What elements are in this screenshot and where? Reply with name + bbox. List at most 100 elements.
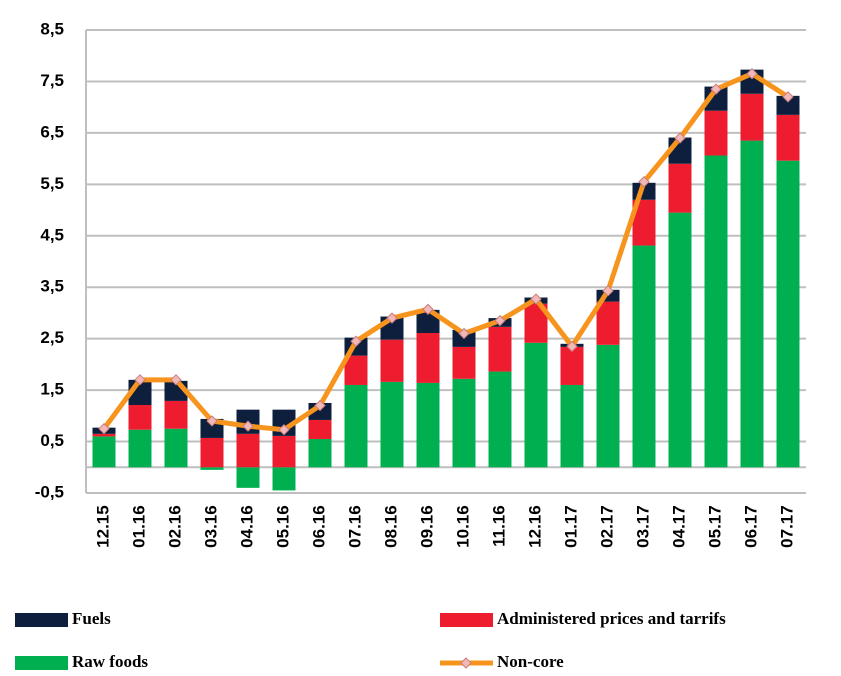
bar-segment — [92, 436, 116, 468]
bar-segment — [344, 384, 368, 468]
line-series — [101, 71, 790, 433]
bar-segment — [776, 95, 800, 115]
bar-segment — [380, 339, 404, 382]
x-tick-label: 09.16 — [417, 505, 436, 548]
bar-segment — [488, 371, 512, 468]
line-marker — [674, 132, 686, 144]
bar-segment — [92, 433, 116, 437]
x-tick-label: 07.16 — [345, 505, 364, 548]
y-tick-label: 2,5 — [40, 328, 64, 347]
line-marker — [710, 83, 722, 95]
line-marker — [494, 314, 506, 327]
bar-segment — [236, 433, 260, 468]
line-marker — [602, 285, 614, 297]
bar-segment — [308, 438, 332, 468]
bar-segment — [740, 93, 764, 141]
line-marker — [530, 293, 542, 305]
x-tick-label: 03.16 — [201, 505, 220, 548]
x-tick-label: 12.16 — [525, 505, 544, 548]
bar-segment — [452, 346, 476, 379]
line-marker — [350, 335, 362, 347]
x-tick-label: 02.17 — [597, 505, 616, 548]
bar-segment — [776, 160, 800, 468]
y-tick-label: 6,5 — [40, 122, 64, 141]
legend-label: Non-core — [497, 652, 564, 671]
bar-segment — [668, 212, 692, 468]
bar-segment — [524, 303, 548, 343]
bar-segment — [524, 342, 548, 468]
line-marker — [314, 399, 326, 412]
x-tick-label: 05.17 — [705, 505, 724, 548]
bar-segment — [740, 140, 764, 468]
bar-segment — [632, 245, 656, 468]
bar-segment — [416, 333, 440, 383]
line-marker — [746, 68, 758, 80]
bar-segment — [308, 419, 332, 439]
bar-segment — [416, 382, 440, 468]
bar-segment — [200, 467, 224, 470]
x-tick-label: 01.16 — [129, 505, 148, 548]
x-tick-label: 02.16 — [165, 505, 184, 548]
line-marker — [566, 340, 578, 353]
bar-segment — [380, 381, 404, 468]
bar-segment — [596, 344, 620, 468]
line-marker — [638, 176, 650, 188]
bar-segment — [164, 400, 188, 429]
line-marker — [134, 374, 146, 386]
x-tick-label: 05.16 — [273, 505, 292, 548]
y-tick-label: 1,5 — [40, 380, 64, 399]
bar-segment — [596, 301, 620, 345]
line-marker — [242, 420, 254, 432]
line-marker — [782, 91, 794, 103]
x-tick-label: 08.16 — [381, 505, 400, 548]
bar-segment — [488, 326, 512, 372]
legend-swatch — [440, 613, 493, 627]
bar-segment — [776, 114, 800, 161]
line-marker — [98, 422, 110, 435]
legend-label: Fuels — [72, 609, 111, 628]
bar-segment — [704, 110, 728, 156]
bar-segment — [560, 384, 584, 468]
bar-segment — [344, 355, 368, 385]
x-tick-label: 10.16 — [453, 505, 472, 548]
bar-segment — [128, 405, 152, 430]
bar-segment — [128, 429, 152, 468]
y-tick-label: 5,5 — [40, 174, 64, 193]
y-tick-label: 3,5 — [40, 277, 64, 296]
bar-segment — [452, 378, 476, 468]
legend-marker — [460, 657, 472, 669]
y-tick-label: -0,5 — [35, 482, 64, 501]
line-marker — [458, 327, 470, 340]
legend-swatch — [15, 656, 68, 670]
y-tick-label: 4,5 — [40, 225, 64, 244]
y-tick-label: 0,5 — [40, 431, 64, 450]
bar-segment — [200, 437, 224, 468]
x-tick-label: 04.17 — [669, 505, 688, 548]
bar-segment — [632, 199, 656, 246]
x-tick-label: 03.17 — [633, 505, 652, 548]
bar-segment — [560, 346, 584, 385]
x-tick-label: 04.16 — [237, 505, 256, 548]
line-marker — [278, 424, 290, 436]
line-marker — [386, 312, 398, 324]
legend-label: Administered prices and tarrifs — [497, 609, 726, 628]
y-tick-label: 8,5 — [40, 19, 64, 38]
legend-swatch — [15, 613, 68, 627]
bar-segment — [272, 467, 296, 491]
x-tick-label: 11.16 — [489, 505, 508, 547]
bar-segment — [668, 163, 692, 213]
x-tick-label: 06.17 — [741, 505, 760, 548]
bar-segment — [704, 86, 728, 111]
x-tick-label: 07.17 — [777, 505, 796, 548]
legend-label: Raw foods — [72, 652, 148, 671]
line-marker — [206, 415, 218, 427]
bar-segment — [236, 467, 260, 488]
bar-segment — [164, 428, 188, 468]
x-tick-label: 12.15 — [93, 505, 112, 548]
bar-segment — [704, 155, 728, 468]
x-tick-label: 06.16 — [309, 505, 328, 548]
bar-segment — [272, 435, 296, 468]
line-marker — [170, 374, 182, 386]
x-tick-label: 01.17 — [561, 505, 580, 548]
